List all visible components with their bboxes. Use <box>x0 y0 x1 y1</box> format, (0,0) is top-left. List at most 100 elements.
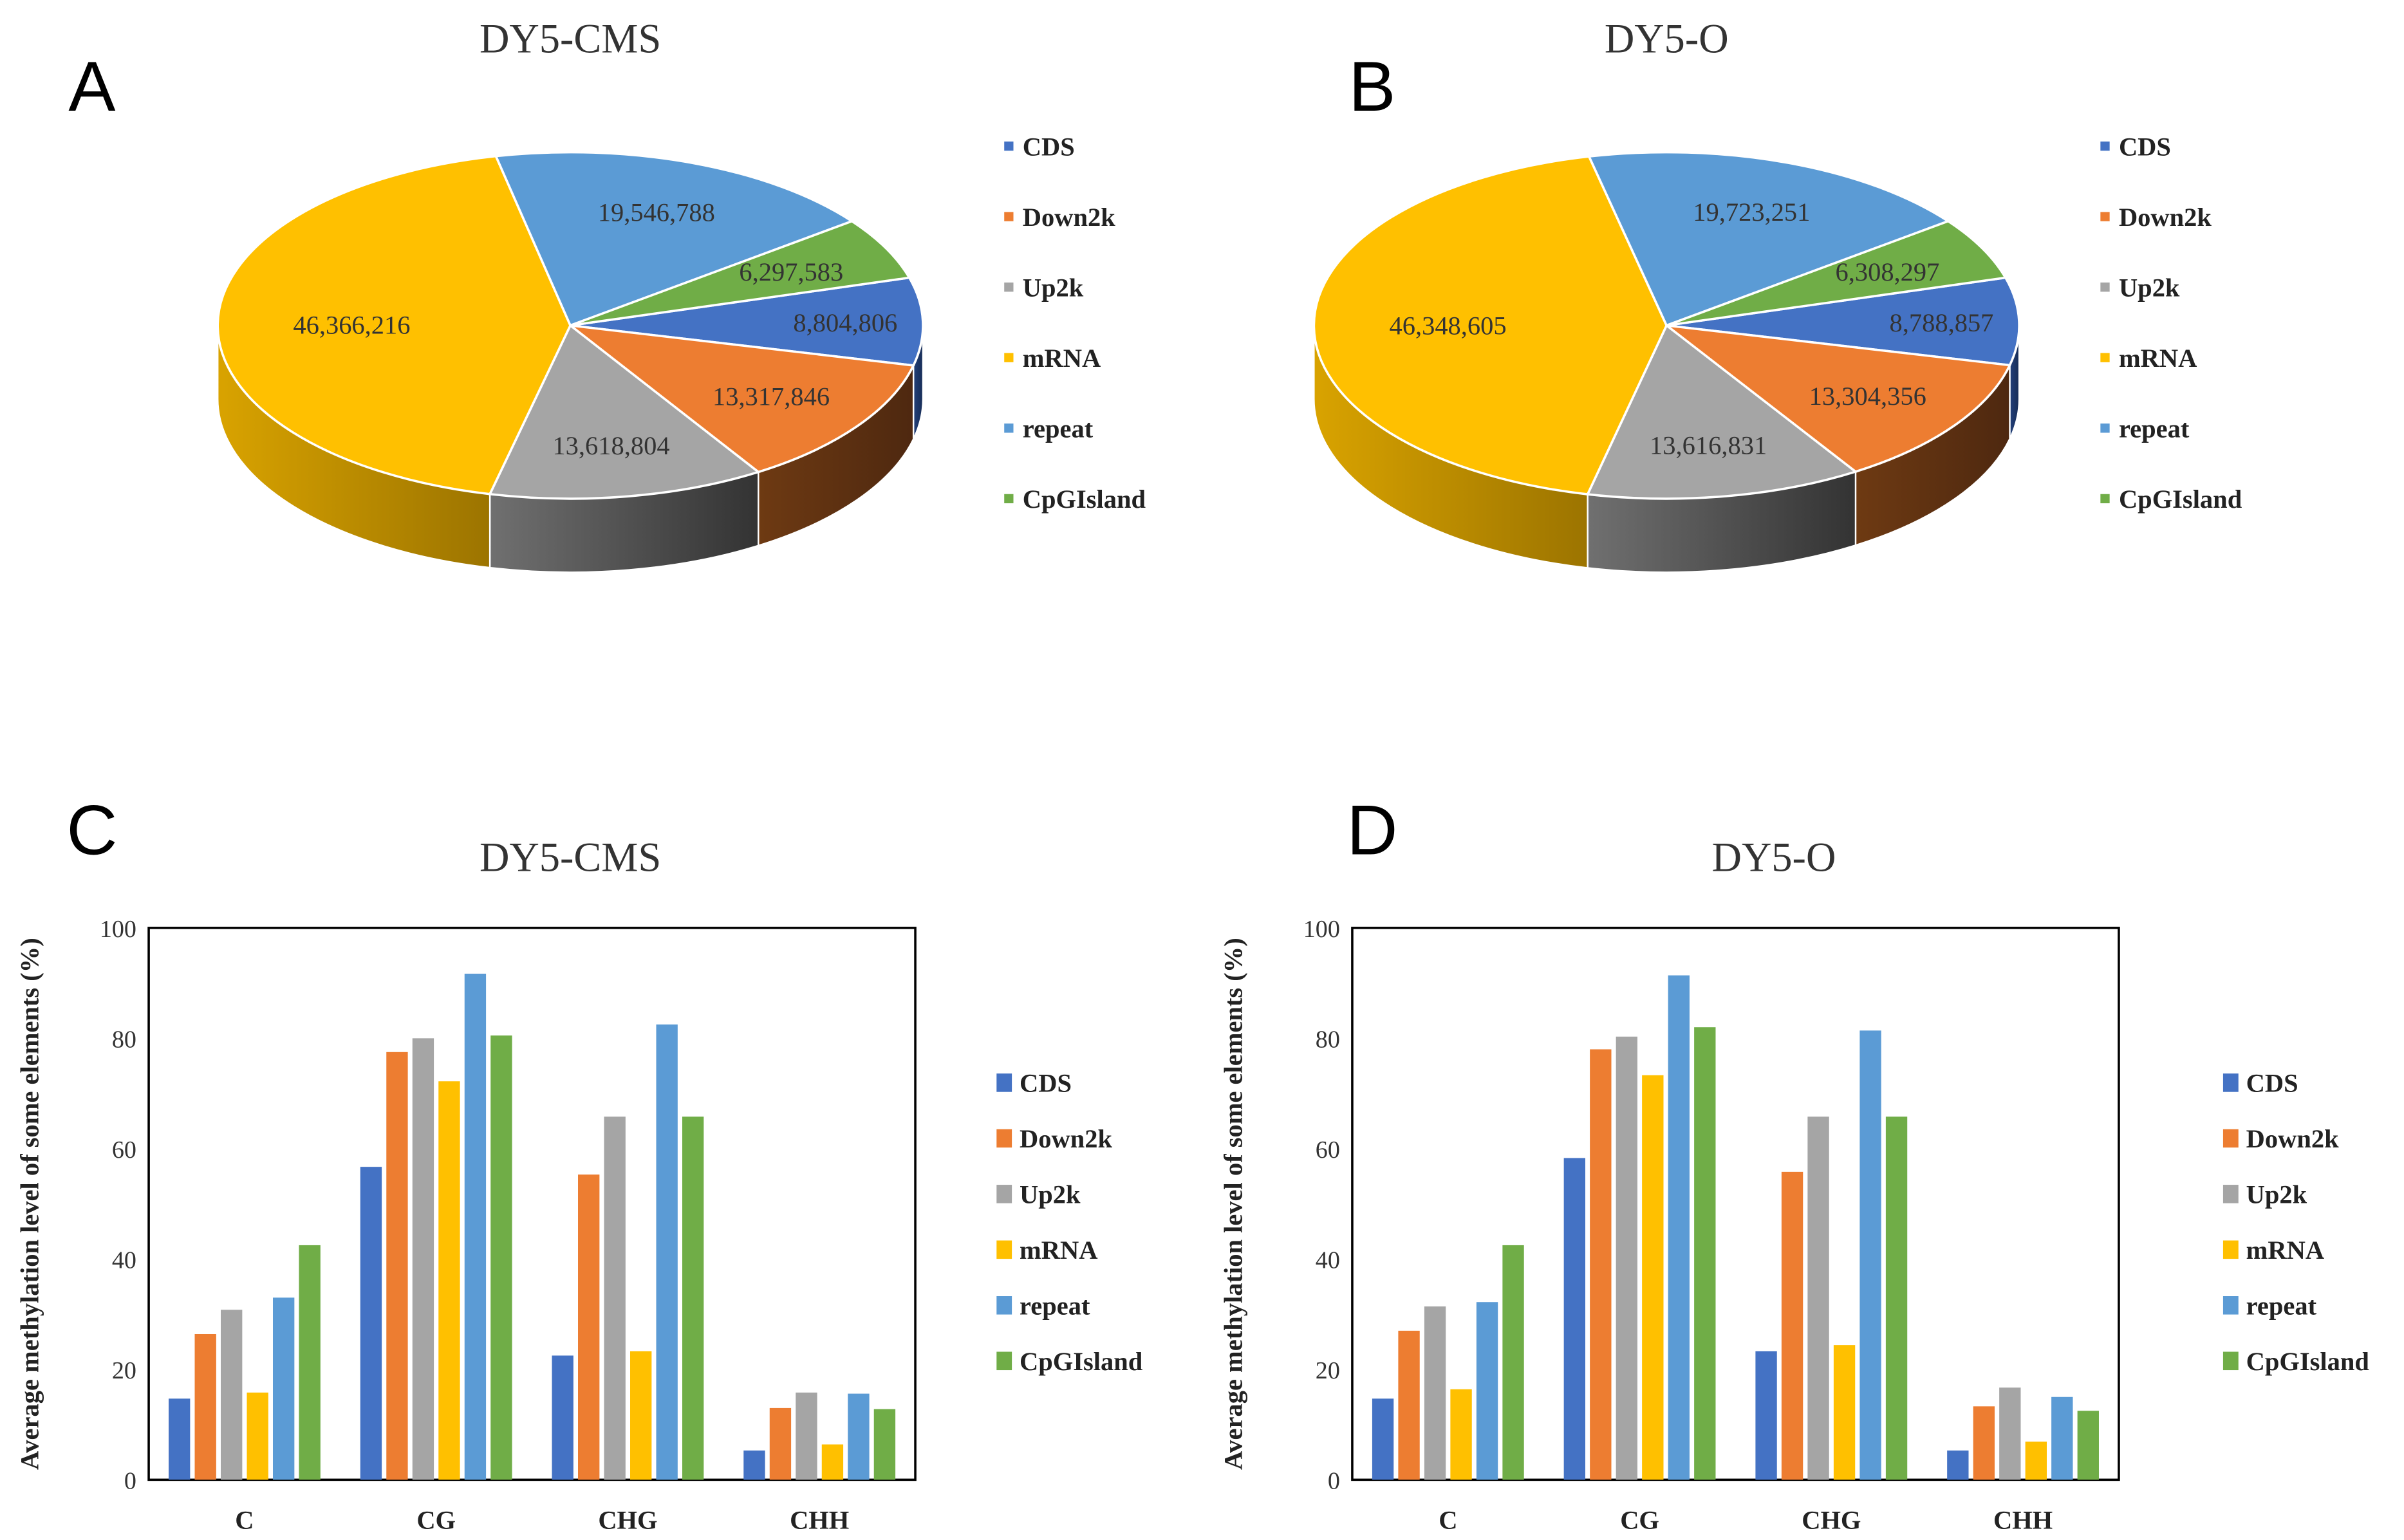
panel-C: C DY5-CMS 0 20 40 60 80 100 Average methylation … <box>15 792 1143 1535</box>
bar-CHH-Down2k <box>769 1407 792 1480</box>
panel-letter: B <box>1348 48 1395 126</box>
legend-swatch-Down2k <box>2222 1129 2239 1148</box>
legend-swatch-Down2k <box>996 1129 1012 1148</box>
legend-swatch-CDS <box>2100 141 2110 151</box>
bar-CG-CDS <box>1563 1158 1586 1480</box>
legend-swatch-Up2k <box>2100 283 2110 292</box>
panel-A: A DY5-CMS 8,804,806 13,317,846 13,618,804 46,… <box>68 16 1146 573</box>
bar-CHG-Up2k <box>1807 1117 1829 1480</box>
pie-slice-CDS <box>1666 276 2020 367</box>
y-tick-label: 40 <box>112 1247 136 1274</box>
data-label: 8,788,857 <box>1889 308 1993 337</box>
bar-C-CDS <box>1372 1398 1394 1480</box>
data-label: 46,348,605 <box>1389 311 1506 340</box>
pie-slice-mRNA <box>216 154 572 496</box>
bar-C-CpGIsland <box>299 1245 321 1480</box>
legend-swatch-mRNA <box>2222 1240 2239 1259</box>
x-tick-label: CG <box>1620 1506 1659 1535</box>
bar-CG-Up2k <box>1616 1036 1637 1480</box>
bar-CHH-CDS <box>1947 1450 1969 1480</box>
bar-CHH-Up2k <box>796 1392 817 1480</box>
legend-label: Down2k <box>1023 203 1115 232</box>
data-label: 19,546,788 <box>598 198 715 227</box>
pie-slice-repeat <box>494 151 855 327</box>
legend-swatch-Up2k <box>996 1185 1012 1203</box>
legend-label: CpGIsland <box>1023 485 1146 514</box>
bar-CHG-repeat <box>656 1024 678 1480</box>
legend-label: Up2k <box>1020 1180 1081 1209</box>
bar-CG-Up2k <box>412 1038 434 1480</box>
legend-label: CpGIsland <box>1020 1347 1143 1376</box>
legend-label: CDS <box>2246 1069 2298 1098</box>
pie-slice-CpGIsland <box>1666 219 2008 327</box>
bar-CHH-CDS <box>743 1450 765 1480</box>
legend-swatch-Up2k <box>1004 283 1014 292</box>
legend-label: repeat <box>2246 1292 2317 1321</box>
legend-label: repeat <box>2119 414 2190 443</box>
legend-label: CDS <box>1023 132 1075 161</box>
bar-C-mRNA <box>247 1392 268 1480</box>
bar-CG-CpGIsland <box>490 1035 512 1480</box>
bar-CHH-Up2k <box>1999 1387 2021 1480</box>
data-label: 46,366,216 <box>293 311 410 340</box>
data-label: 13,317,846 <box>713 382 830 411</box>
data-label: 13,616,831 <box>1650 431 1767 460</box>
legend-label: Down2k <box>1020 1124 1112 1153</box>
y-tick-label: 60 <box>1316 1136 1340 1164</box>
y-tick-label: 0 <box>124 1468 136 1495</box>
bar-CHG-CDS <box>552 1355 573 1480</box>
y-axis-label: Average methylation level of some elemen… <box>1218 938 1247 1470</box>
bar-CG-mRNA <box>1642 1075 1664 1480</box>
bar-CHH-repeat <box>848 1393 870 1480</box>
bar-CHG-CpGIsland <box>682 1117 704 1480</box>
bar-CG-Down2k <box>386 1052 408 1480</box>
bar-CG-repeat <box>464 974 487 1480</box>
bar-CHH-repeat <box>2051 1396 2073 1480</box>
bar-C-CDS <box>169 1398 191 1480</box>
x-tick-label: C <box>1439 1506 1457 1535</box>
pie-slice-Down2k <box>1663 324 2012 473</box>
legend-label: mRNA <box>1023 344 1101 373</box>
y-tick-label: 20 <box>112 1357 136 1384</box>
legend-swatch-CDS <box>2222 1073 2239 1092</box>
bar-CHG-Down2k <box>578 1174 600 1480</box>
pie-slice-repeat <box>1587 151 1951 327</box>
pie-slice-CDS <box>570 276 924 367</box>
bar-CG-mRNA <box>438 1081 460 1480</box>
legend-label: repeat <box>1023 414 1094 443</box>
legend-swatch-mRNA <box>1004 353 1014 362</box>
x-tick-label: C <box>235 1506 254 1535</box>
legend-swatch-repeat <box>2222 1296 2239 1315</box>
legend-label: repeat <box>1020 1292 1090 1321</box>
legend-swatch-CpGIsland <box>996 1351 1012 1371</box>
bar-C-repeat <box>1476 1302 1498 1480</box>
chart-title: DY5-O <box>1712 835 1836 880</box>
legend-label: CDS <box>1020 1069 1072 1098</box>
pie-slice-CpGIsland <box>570 219 911 327</box>
legend-swatch-CDS <box>996 1073 1012 1092</box>
bar-CHG-CDS <box>1755 1351 1777 1480</box>
y-tick-label: 60 <box>112 1136 136 1164</box>
bar-CHG-mRNA <box>630 1351 652 1480</box>
pie-slice-Down2k <box>566 324 915 474</box>
bar-C-CpGIsland <box>1502 1245 1524 1480</box>
bar-CG-Down2k <box>1590 1049 1612 1480</box>
bar-CHG-CpGIsland <box>1885 1117 1908 1480</box>
legend-label: Up2k <box>1023 273 1084 302</box>
y-tick-label: 40 <box>1316 1247 1340 1274</box>
bar-CHH-mRNA <box>2025 1442 2047 1480</box>
panel-letter: D <box>1346 792 1397 870</box>
pie-slice-Up2k <box>488 323 761 500</box>
legend-label: Down2k <box>2246 1124 2339 1153</box>
legend-label: mRNA <box>2119 344 2197 373</box>
data-label: 19,723,251 <box>1693 198 1810 227</box>
pie-slice-Up2k <box>1585 323 1858 500</box>
y-tick-label: 100 <box>100 916 136 943</box>
chart-title: DY5-CMS <box>480 16 661 62</box>
legend-swatch-mRNA <box>996 1240 1012 1259</box>
bar-CHG-Up2k <box>604 1117 626 1480</box>
bar-C-Down2k <box>1398 1330 1420 1480</box>
legend-swatch-Down2k <box>2100 212 2110 221</box>
y-tick-label: 0 <box>1328 1468 1340 1495</box>
